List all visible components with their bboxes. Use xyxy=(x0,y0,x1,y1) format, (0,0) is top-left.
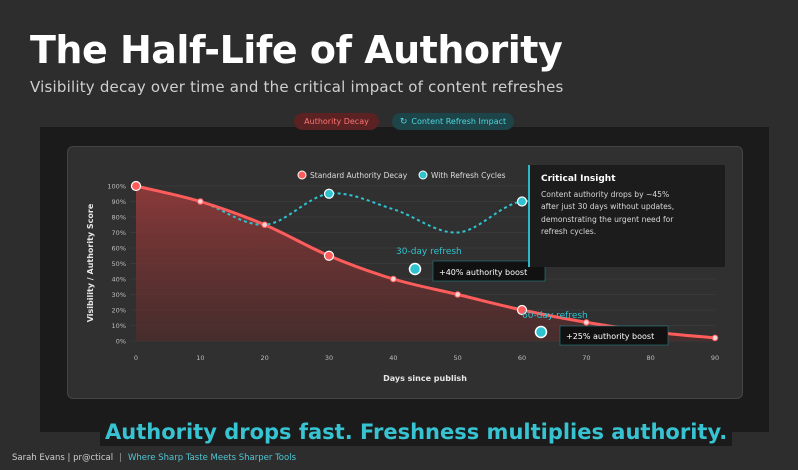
insight-line: refresh cycles. xyxy=(541,226,597,236)
insight-line: Content authority drops by ~45% xyxy=(541,190,670,199)
insight-line: after just 30 days without updates, xyxy=(541,202,675,212)
insight-line: demonstrating the urgent need for xyxy=(541,214,674,224)
y-tick-label: 30% xyxy=(112,291,126,299)
annotation-60-day-boost: +25% authority boost xyxy=(566,332,654,341)
decay-data-point[interactable] xyxy=(323,250,335,261)
decay-area xyxy=(136,186,715,341)
annotation-60-day-box xyxy=(559,325,669,346)
y-tick-label: 100% xyxy=(107,183,126,191)
refresh-data-point[interactable] xyxy=(516,196,528,207)
annotation-30-day-boost: +40% authority boost xyxy=(439,268,527,277)
x-tick-label: 50 xyxy=(454,354,462,362)
decay-data-point[interactable] xyxy=(130,180,142,192)
y-tick-label: 70% xyxy=(112,229,126,237)
annotation-60-day-marker[interactable] xyxy=(534,325,548,339)
footer: Sarah Evans | pr@ctical | Where Sharp Tast… xyxy=(12,453,296,463)
footer-tagline[interactable]: Where Sharp Taste Meets Sharper Tools xyxy=(127,453,297,463)
decay-data-point[interactable] xyxy=(454,291,461,298)
page-subtitle: Visibility decay over time and the criti… xyxy=(30,78,564,96)
decay-data-point[interactable] xyxy=(583,319,590,326)
x-tick-label: 30 xyxy=(325,354,333,362)
footer-author: Sarah Evans | pr@ctical xyxy=(12,453,114,463)
y-tick-label: 40% xyxy=(112,276,126,284)
decay-data-point[interactable] xyxy=(516,304,528,316)
annotation-30-day-box xyxy=(432,260,546,282)
x-tick-label: 20 xyxy=(261,354,269,362)
legend-decay-label: Standard Authority Decay xyxy=(310,171,408,180)
y-axis-label: Visibility / Authority Score xyxy=(86,203,95,322)
x-tick-label: 10 xyxy=(196,354,204,362)
annotation-30-day-label: 30-day refresh xyxy=(396,247,462,257)
y-tick-label: 50% xyxy=(112,260,126,268)
y-tick-label: 80% xyxy=(112,214,126,222)
annotation-60-day-label: 60-day refresh xyxy=(522,311,588,321)
tab-content-refresh-impact[interactable]: ↻ Content Refresh Impact xyxy=(392,113,514,130)
tagline: Authority drops fast. Freshness multipli… xyxy=(100,418,733,446)
y-tick-label: 60% xyxy=(112,245,126,253)
decay-data-point[interactable] xyxy=(261,221,268,229)
x-axis-label: Days since publish xyxy=(383,374,467,383)
insight-text: Content authority drops by ~45% after ju… xyxy=(541,189,715,238)
page-title: The Half-Life of Authority xyxy=(30,28,563,72)
x-tick-label: 0 xyxy=(134,354,138,362)
tab-authority-decay[interactable]: Authority Decay xyxy=(294,113,379,130)
legend-refresh-label: With Refresh Cycles xyxy=(431,171,506,180)
x-tick-label: 80 xyxy=(647,354,655,362)
x-tick-label: 60 xyxy=(518,354,526,362)
x-tick-label: 40 xyxy=(389,354,397,362)
footer-separator: | xyxy=(119,453,122,463)
insight-title: Critical Insight xyxy=(541,174,616,184)
decay-data-point[interactable] xyxy=(711,334,719,342)
x-tick-label: 90 xyxy=(711,354,719,362)
refresh-icon: ↻ xyxy=(399,116,408,127)
y-tick-label: 20% xyxy=(112,307,126,315)
critical-insight-card: Critical Insight Content authority drops… xyxy=(528,165,725,267)
decay-data-point[interactable] xyxy=(197,198,204,205)
x-tick-label: 70 xyxy=(582,354,590,362)
y-tick-label: 90% xyxy=(112,198,126,206)
tab-content-refresh-label: Content Refresh Impact xyxy=(411,117,507,126)
annotation-30-day-marker[interactable] xyxy=(408,262,422,276)
y-tick-label: 0% xyxy=(116,338,126,346)
refresh-data-point[interactable] xyxy=(323,188,335,199)
decay-data-point[interactable] xyxy=(390,275,397,283)
y-tick-label: 10% xyxy=(112,322,126,330)
legend-decay-marker xyxy=(297,170,307,180)
tab-authority-decay-label: Authority Decay xyxy=(304,117,369,126)
legend-refresh-marker xyxy=(418,170,428,180)
